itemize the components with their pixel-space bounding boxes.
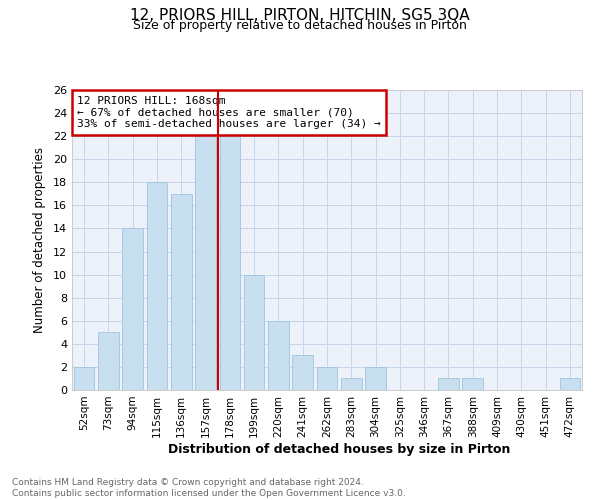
Bar (74, 367, 94, 390)
Bar (292, 356, 313, 390)
Bar (220, 136, 240, 390)
Bar (560, 378, 580, 390)
Bar (98, 332, 119, 390)
Bar (268, 321, 289, 390)
Bar (171, 194, 191, 390)
Bar (122, 228, 143, 390)
Bar (438, 378, 459, 390)
Bar (317, 367, 337, 390)
Bar (463, 378, 483, 390)
Text: Distribution of detached houses by size in Pirton: Distribution of detached houses by size … (168, 442, 510, 456)
Y-axis label: Number of detached properties: Number of detached properties (33, 147, 46, 333)
Bar (146, 182, 167, 390)
Bar (365, 367, 386, 390)
Text: Size of property relative to detached houses in Pirton: Size of property relative to detached ho… (133, 18, 467, 32)
Bar (244, 274, 265, 390)
Text: 12 PRIORS HILL: 168sqm
← 67% of detached houses are smaller (70)
33% of semi-det: 12 PRIORS HILL: 168sqm ← 67% of detached… (77, 96, 381, 129)
Bar (195, 136, 216, 390)
Text: Contains HM Land Registry data © Crown copyright and database right 2024.
Contai: Contains HM Land Registry data © Crown c… (12, 478, 406, 498)
Bar (341, 378, 362, 390)
Text: 12, PRIORS HILL, PIRTON, HITCHIN, SG5 3QA: 12, PRIORS HILL, PIRTON, HITCHIN, SG5 3Q… (130, 8, 470, 22)
